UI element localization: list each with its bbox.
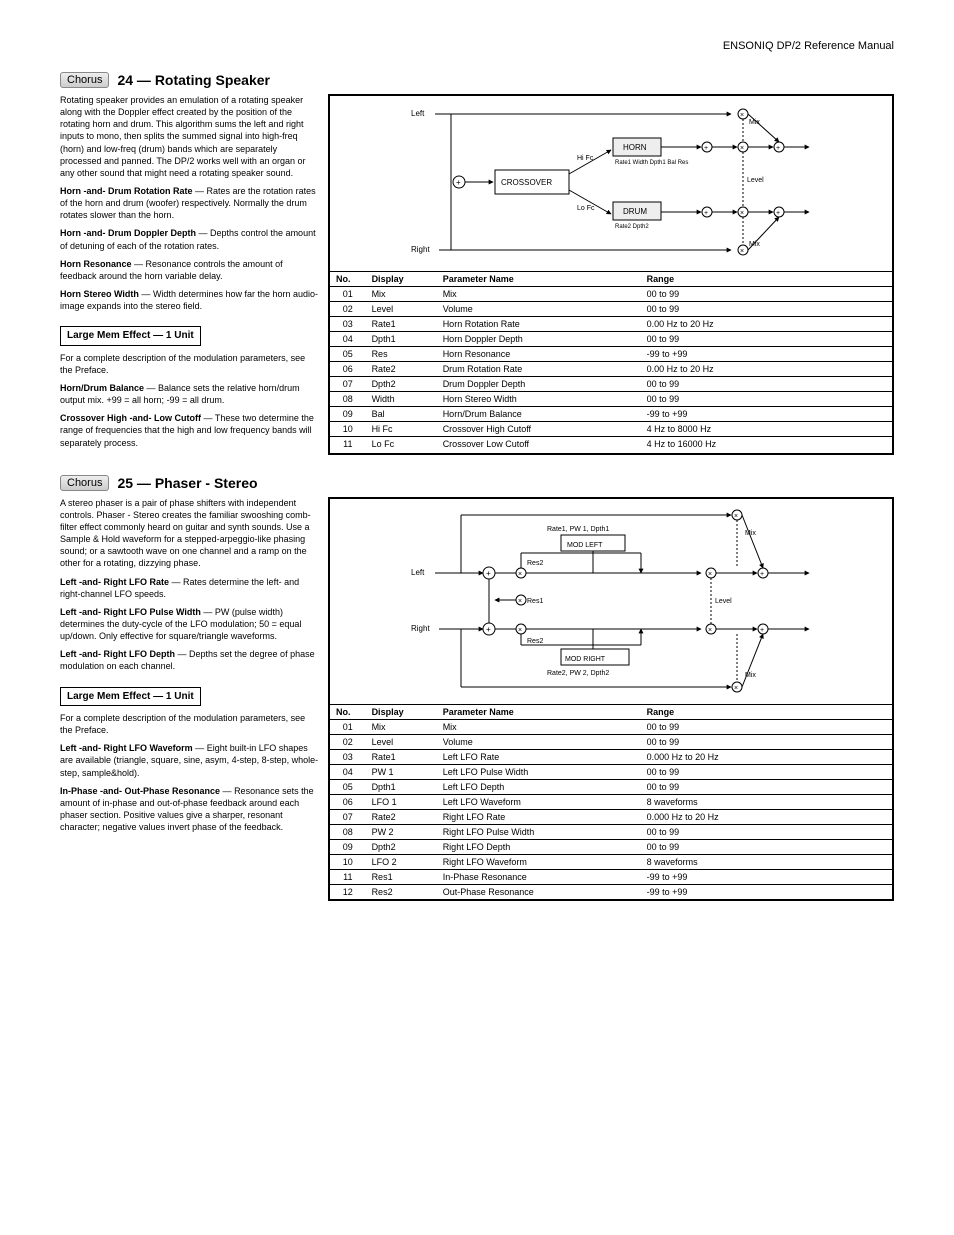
effect-phaser-stereo: Chorus 25 — Phaser - Stereo A stereo pha… <box>60 475 894 901</box>
table-row: 10Hi FcCrossover High Cutoff4 Hz to 8000… <box>330 422 892 437</box>
diagram-and-table: Left Right + CROSSOVER Hi Fc <box>328 94 894 455</box>
param-note: For a complete description of the modula… <box>60 352 320 376</box>
svg-text:+: + <box>776 145 780 152</box>
table-row: 05Dpth1Left LFO Depth00 to 99 <box>330 779 892 794</box>
param-heading: Left -and- Right LFO Pulse Width <box>60 607 201 617</box>
label-hifc: Hi Fc <box>577 155 594 162</box>
table-row: 02LevelVolume00 to 99 <box>330 302 892 317</box>
table-row: 02LevelVolume00 to 99 <box>330 734 892 749</box>
label-bot-params: Rate2, PW 2, Dpth2 <box>547 670 609 677</box>
label-horn-params: Rate1 Width Dpth1 Bal Res <box>615 160 688 166</box>
table-row: 07Rate2Right LFO Rate0.000 Hz to 20 Hz <box>330 809 892 824</box>
table-row: 12Res2Out-Phase Resonance-99 to +99 <box>330 884 892 899</box>
table-row: 03Rate1Left LFO Rate0.000 Hz to 20 Hz <box>330 749 892 764</box>
table-row: 04PW 1Left LFO Pulse Width00 to 99 <box>330 764 892 779</box>
svg-text:+: + <box>760 571 764 578</box>
effect-name: 24 — Rotating Speaker <box>117 72 270 88</box>
label-res1: Res1 <box>527 598 543 605</box>
diagram-and-table: Left + MOD LEFT Rate1, PW 1, Dpth1 × Mix <box>328 497 894 901</box>
signal-diagram: Left Right + CROSSOVER Hi Fc <box>330 96 892 272</box>
table-row: 06LFO 1Left LFO Waveform8 waveforms <box>330 794 892 809</box>
page-header: ENSONIQ DP/2 Reference Manual <box>60 40 894 52</box>
table-row: 08PW 2Right LFO Pulse Width00 to 99 <box>330 824 892 839</box>
table-row: 09Dpth2Right LFO Depth00 to 99 <box>330 839 892 854</box>
label-level: Level <box>747 177 764 184</box>
param-heading: Left -and- Right LFO Depth <box>60 649 175 659</box>
table-row: 09BalHorn/Drum Balance-99 to +99 <box>330 407 892 422</box>
table-row: 05ResHorn Resonance-99 to +99 <box>330 347 892 362</box>
svg-text:×: × <box>740 112 744 119</box>
param-heading: Crossover High -and- Low Cutoff <box>60 413 201 423</box>
label-left: Left <box>411 109 425 118</box>
largemem-box: Large Mem Effect — 1 Unit <box>60 687 201 707</box>
svg-text:×: × <box>734 685 738 692</box>
param-heading: Horn Resonance <box>60 259 132 269</box>
table-row: 01MixMix00 to 99 <box>330 287 892 302</box>
label-left: Left <box>411 568 425 577</box>
label-right: Right <box>411 624 430 633</box>
svg-text:+: + <box>760 627 764 634</box>
table-row: 11Res1In-Phase Resonance-99 to +99 <box>330 869 892 884</box>
label-res2: Res2 <box>527 560 543 567</box>
parameter-table: No.DisplayParameter NameRange 01MixMix00… <box>330 272 892 451</box>
intro-text: A stereo phaser is a pair of phase shift… <box>60 497 320 570</box>
param-heading: Horn -and- Drum Doppler Depth <box>60 228 196 238</box>
label-horn: HORN <box>623 143 647 152</box>
description-column: A stereo phaser is a pair of phase shift… <box>60 497 320 901</box>
table-row: 08WidthHorn Stereo Width00 to 99 <box>330 392 892 407</box>
section-title: Chorus 25 — Phaser - Stereo <box>60 475 894 491</box>
description-column: Rotating speaker provides an emulation o… <box>60 94 320 455</box>
svg-text:×: × <box>740 248 744 255</box>
table-row: 04Dpth1Horn Doppler Depth00 to 99 <box>330 332 892 347</box>
label-crossover: CROSSOVER <box>501 178 552 187</box>
effect-rotating-speaker: Chorus 24 — Rotating Speaker Rotating sp… <box>60 72 894 455</box>
label-modleft: MOD LEFT <box>567 542 603 549</box>
intro-text: Rotating speaker provides an emulation o… <box>60 94 320 179</box>
svg-text:+: + <box>486 569 491 578</box>
svg-text:×: × <box>734 513 738 520</box>
effect-name: 25 — Phaser - Stereo <box>117 475 257 491</box>
param-heading: Left -and- Right LFO Rate <box>60 577 169 587</box>
table-row: 07Dpth2Drum Doppler Depth00 to 99 <box>330 377 892 392</box>
largemem-box: Large Mem Effect — 1 Unit <box>60 326 201 346</box>
svg-text:+: + <box>456 178 461 187</box>
label-right: Right <box>411 245 430 254</box>
svg-text:×: × <box>518 598 522 605</box>
table-row: 06Rate2Drum Rotation Rate0.00 Hz to 20 H… <box>330 362 892 377</box>
label-drum: DRUM <box>623 207 647 216</box>
section-title: Chorus 24 — Rotating Speaker <box>60 72 894 88</box>
svg-text:×: × <box>518 627 522 634</box>
svg-text:+: + <box>486 625 491 634</box>
label-drum-params: Rate2 Dpth2 <box>615 224 649 230</box>
svg-text:+: + <box>776 210 780 217</box>
category-tag: Chorus <box>60 475 109 491</box>
parameter-table: No.DisplayParameter NameRange 01MixMix00… <box>330 705 892 899</box>
table-row: 01MixMix00 to 99 <box>330 719 892 734</box>
table-row: 11Lo FcCrossover Low Cutoff4 Hz to 16000… <box>330 437 892 452</box>
svg-text:×: × <box>740 145 744 152</box>
label-lofc: Lo Fc <box>577 205 595 212</box>
param-heading: In-Phase -and- Out-Phase Resonance <box>60 786 220 796</box>
table-row: 10LFO 2Right LFO Waveform8 waveforms <box>330 854 892 869</box>
param-note: For a complete description of the modula… <box>60 712 320 736</box>
svg-text:+: + <box>704 145 708 152</box>
svg-text:×: × <box>708 571 712 578</box>
svg-text:×: × <box>740 210 744 217</box>
svg-text:+: + <box>704 210 708 217</box>
label-res2b: Res2 <box>527 638 543 645</box>
table-row: 03Rate1Horn Rotation Rate0.00 Hz to 20 H… <box>330 317 892 332</box>
param-heading: Horn -and- Drum Rotation Rate <box>60 186 193 196</box>
label-top-params: Rate1, PW 1, Dpth1 <box>547 526 609 533</box>
signal-diagram: Left + MOD LEFT Rate1, PW 1, Dpth1 × Mix <box>330 499 892 705</box>
param-heading: Horn Stereo Width <box>60 289 139 299</box>
svg-text:×: × <box>708 627 712 634</box>
label-modright: MOD RIGHT <box>565 656 606 663</box>
param-heading: Horn/Drum Balance <box>60 383 144 393</box>
category-tag: Chorus <box>60 72 109 88</box>
label-level: Level <box>715 598 732 605</box>
param-heading: Left -and- Right LFO Waveform <box>60 743 193 753</box>
svg-text:×: × <box>518 571 522 578</box>
